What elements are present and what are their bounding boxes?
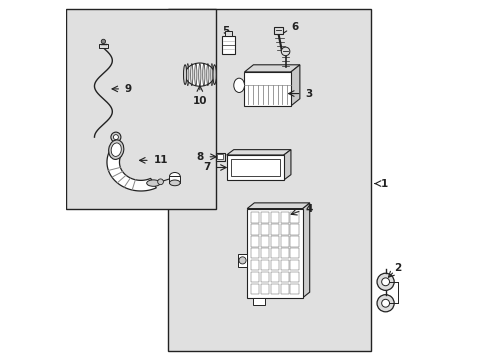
Ellipse shape [169, 180, 180, 186]
Bar [290, 236, 298, 247]
Bar [215, 153, 224, 161]
Bar [260, 248, 268, 258]
Bar [270, 260, 278, 270]
Bar [250, 248, 258, 258]
Bar [270, 224, 278, 235]
Ellipse shape [233, 78, 244, 93]
Polygon shape [283, 150, 290, 180]
Bar [274, 27, 282, 33]
Bar [260, 272, 268, 282]
Ellipse shape [108, 140, 123, 159]
Bar [225, 31, 231, 36]
Bar [260, 260, 268, 270]
Text: 7: 7 [203, 162, 210, 172]
Bar [290, 272, 298, 282]
Polygon shape [246, 203, 309, 208]
Circle shape [239, 257, 245, 264]
Bar [260, 212, 268, 223]
Polygon shape [302, 203, 309, 298]
Bar [280, 236, 288, 247]
Bar [270, 284, 278, 294]
Text: 1: 1 [380, 179, 387, 189]
Bar [280, 284, 288, 294]
Bar [217, 154, 223, 159]
Bar [290, 248, 298, 258]
Polygon shape [226, 155, 283, 180]
Ellipse shape [185, 63, 214, 86]
Bar [290, 284, 298, 294]
Circle shape [281, 47, 289, 56]
Bar [250, 272, 258, 282]
Circle shape [376, 295, 393, 312]
Polygon shape [107, 149, 156, 191]
Ellipse shape [183, 65, 186, 85]
Bar [252, 298, 264, 305]
Polygon shape [246, 208, 302, 298]
Bar [260, 224, 268, 235]
Circle shape [111, 132, 121, 142]
Bar [280, 260, 288, 270]
Bar [99, 44, 107, 48]
Ellipse shape [169, 172, 180, 180]
Text: 5: 5 [222, 26, 229, 36]
Circle shape [381, 278, 389, 286]
Bar [238, 254, 246, 267]
Ellipse shape [213, 65, 216, 85]
Circle shape [113, 135, 118, 140]
Bar [250, 284, 258, 294]
Bar [270, 272, 278, 282]
Bar [250, 236, 258, 247]
Bar [270, 212, 278, 223]
Text: 8: 8 [196, 152, 203, 162]
Bar [222, 36, 234, 54]
Polygon shape [244, 65, 299, 72]
Text: 4: 4 [305, 203, 312, 213]
Text: 6: 6 [290, 22, 298, 32]
Circle shape [376, 273, 393, 291]
Circle shape [157, 179, 163, 185]
Polygon shape [226, 150, 290, 155]
Text: 10: 10 [192, 96, 207, 106]
Bar [270, 248, 278, 258]
Bar [167, 9, 370, 351]
Bar [290, 224, 298, 235]
Bar [280, 248, 288, 258]
Bar [260, 236, 268, 247]
Circle shape [381, 299, 389, 307]
Bar [280, 212, 288, 223]
Polygon shape [290, 65, 299, 106]
Text: 2: 2 [394, 262, 401, 273]
Text: 9: 9 [124, 84, 132, 94]
Text: 11: 11 [154, 156, 168, 165]
Bar [250, 260, 258, 270]
Circle shape [101, 39, 105, 44]
Bar [290, 212, 298, 223]
Bar [250, 224, 258, 235]
Polygon shape [244, 72, 290, 106]
Bar [290, 260, 298, 270]
Bar [280, 224, 288, 235]
Text: 3: 3 [305, 89, 312, 99]
Bar [270, 236, 278, 247]
Bar [250, 212, 258, 223]
Bar [230, 159, 279, 176]
Bar [260, 284, 268, 294]
Ellipse shape [111, 143, 121, 156]
Bar [169, 176, 180, 183]
Bar [280, 272, 288, 282]
Ellipse shape [146, 180, 160, 186]
Bar [66, 9, 216, 208]
